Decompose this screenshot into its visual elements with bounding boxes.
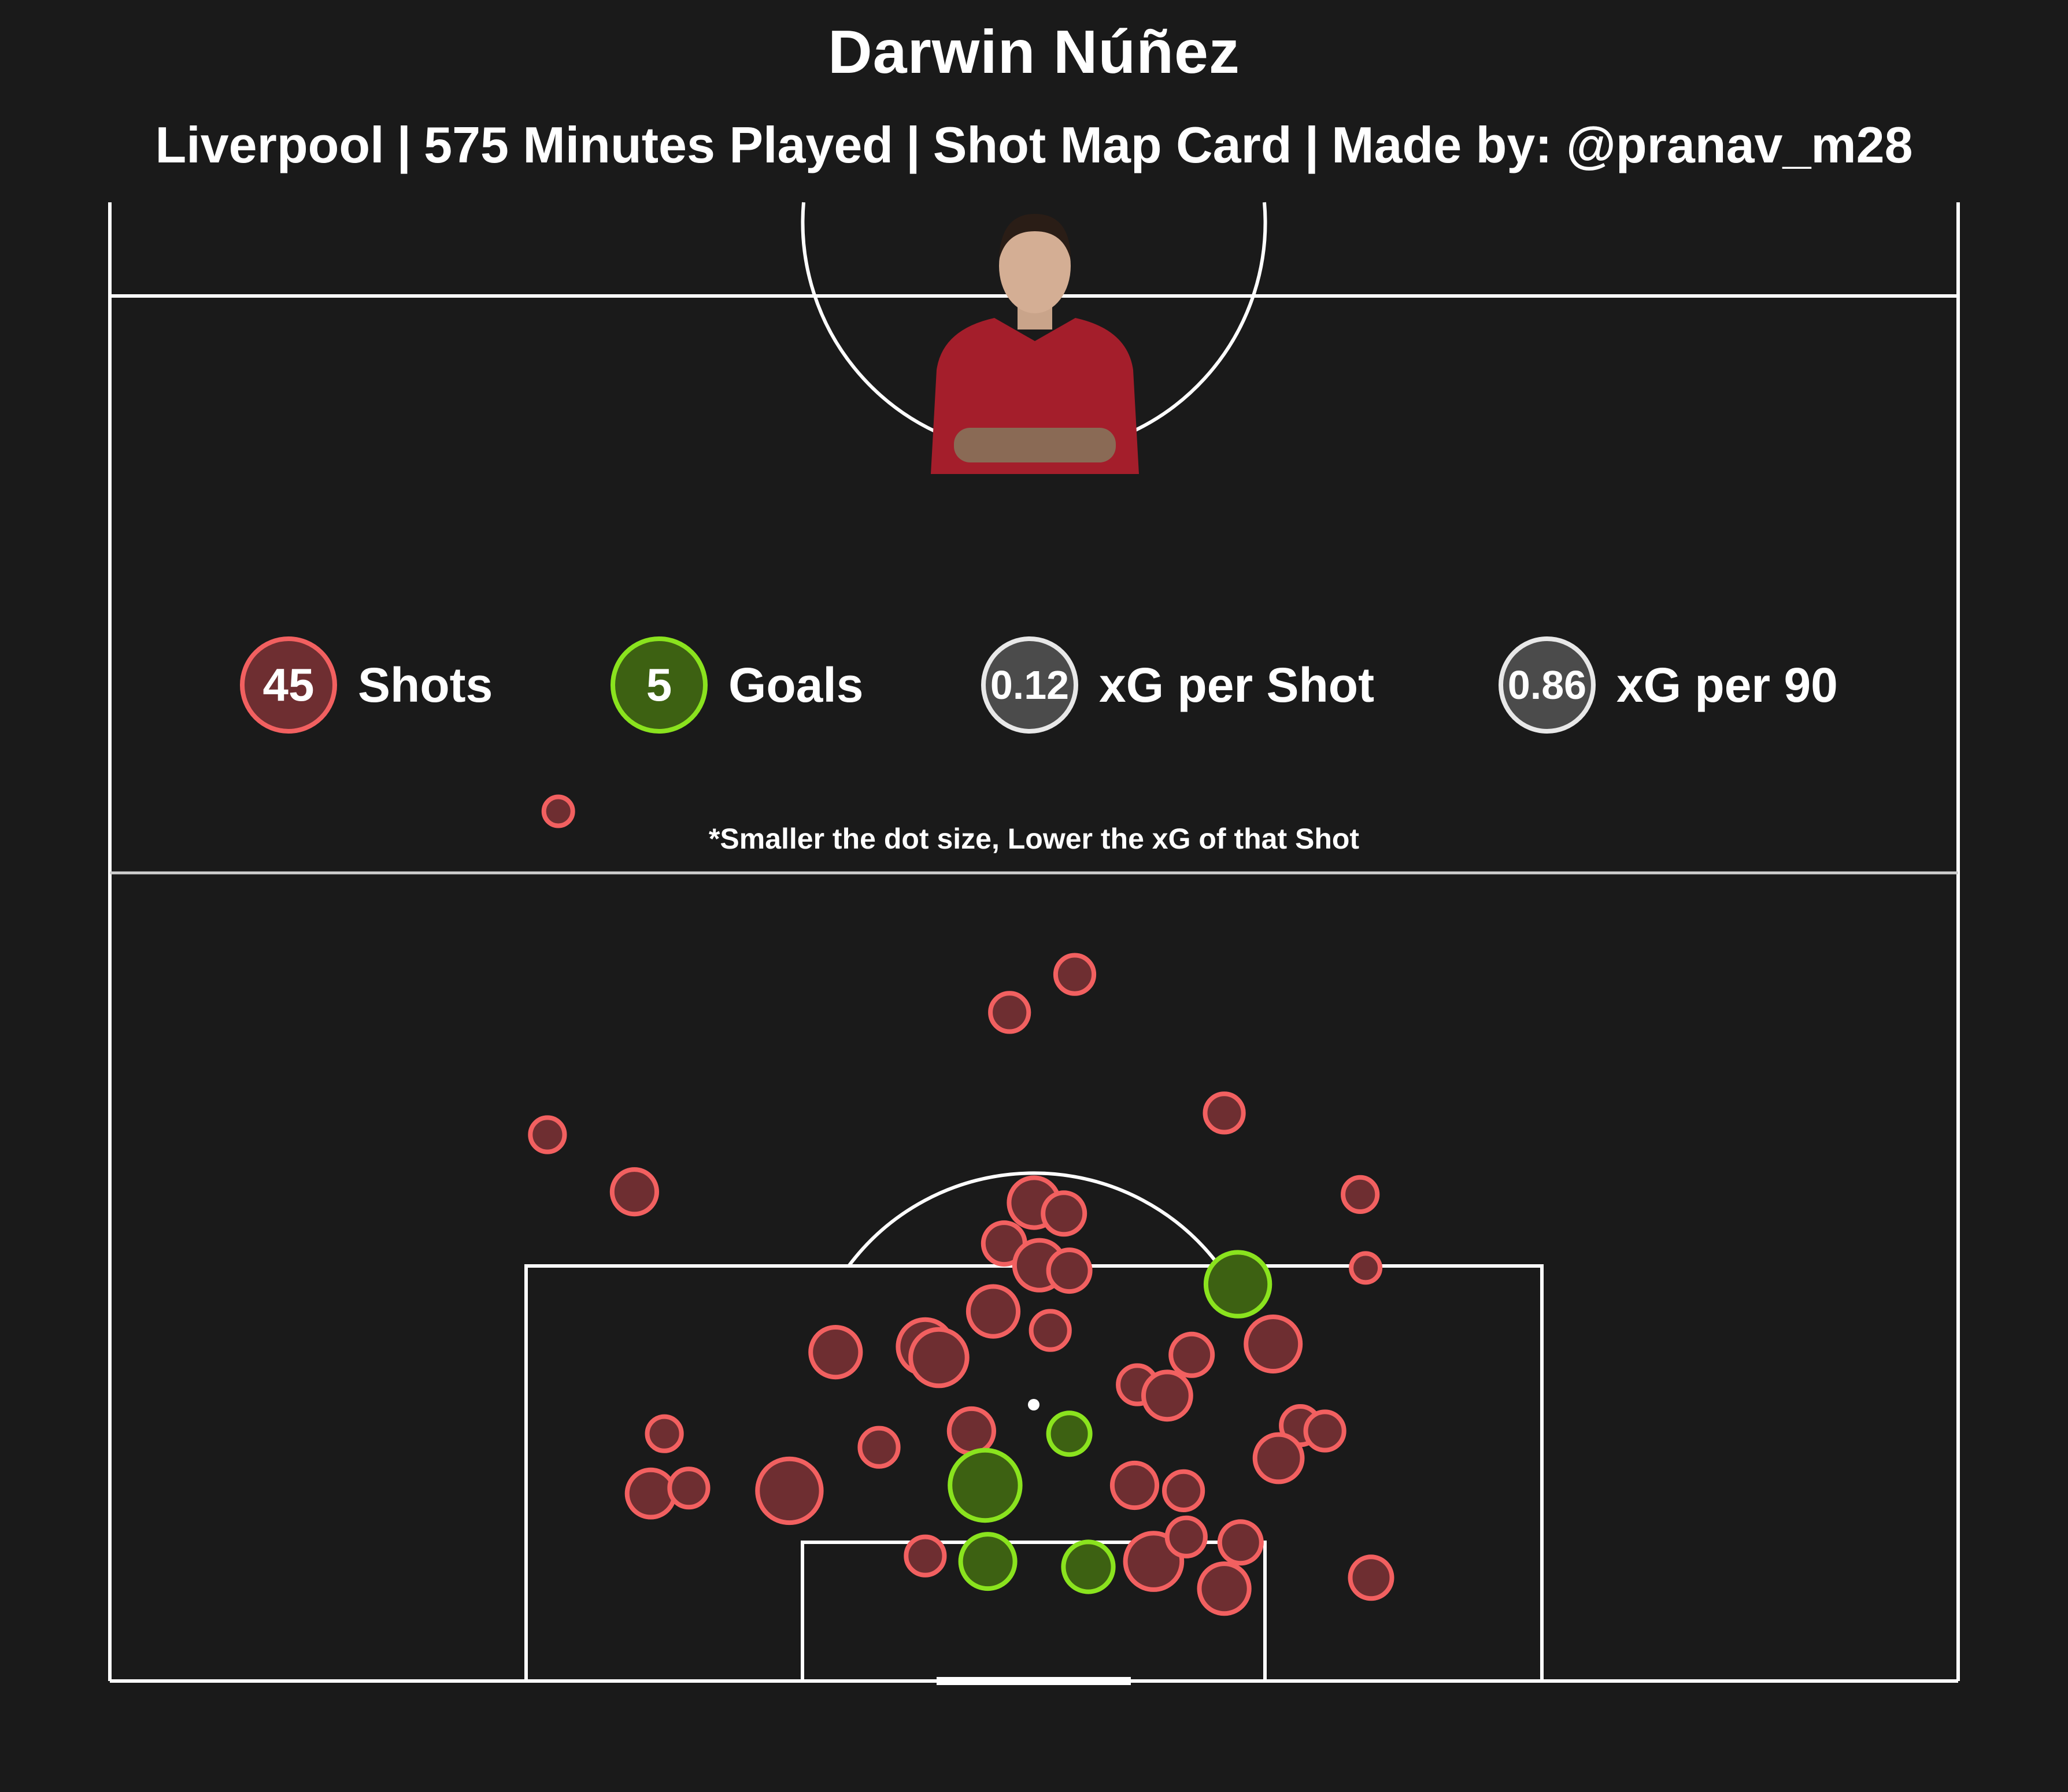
shot-point — [1197, 1561, 1252, 1616]
stat-xg-per-shot-badge: 0.12 — [981, 636, 1078, 734]
goal-point — [948, 1447, 1023, 1523]
shots-layer — [528, 794, 1394, 1616]
stat-xg-per-shot-label: xG per Shot — [1099, 657, 1375, 712]
player-photo — [931, 214, 1139, 474]
shot-point — [857, 1426, 901, 1469]
stat-shots-badge: 45 — [240, 636, 337, 734]
shot-point — [1168, 1331, 1215, 1378]
shot-point — [1041, 1190, 1087, 1237]
stat-shots-label: Shots — [358, 657, 493, 712]
shot-point — [624, 1467, 677, 1520]
shot-point — [908, 1327, 970, 1389]
shot-point — [965, 1284, 1021, 1339]
goal-point — [1203, 1250, 1272, 1319]
stat-xg-per-90: 0.86 xG per 90 — [1499, 630, 1838, 740]
penalty-arc — [847, 1171, 1221, 1267]
shot-point — [1244, 1315, 1303, 1373]
shot-point — [1046, 1247, 1093, 1294]
subtitle-separator: | — [906, 116, 920, 173]
size-note: *Smaller the dot size, Lower the xG of t… — [708, 823, 1360, 855]
stat-xg-per-shot: 0.12 xG per Shot — [981, 630, 1374, 740]
goal-point — [958, 1532, 1018, 1591]
goal-point — [1046, 1410, 1093, 1457]
shot-point — [1303, 1409, 1346, 1453]
subtitle-separator: | — [397, 116, 412, 173]
shot-point — [667, 1467, 711, 1510]
goal-point — [1061, 1539, 1116, 1594]
player-hair — [999, 214, 1071, 260]
stat-shots: 45 Shots — [240, 630, 493, 740]
shot-point — [755, 1456, 824, 1526]
stat-goals-label: Goals — [728, 657, 864, 712]
shot-point — [541, 794, 575, 828]
shot-point — [609, 1167, 660, 1217]
shot-point — [1164, 1515, 1208, 1558]
penalty-spot — [1028, 1399, 1039, 1410]
stat-goals-badge: 5 — [611, 636, 708, 734]
subtitle-minutes: 575 Minutes Played — [424, 116, 894, 173]
shot-point — [1162, 1469, 1205, 1512]
shot-point — [946, 1406, 997, 1456]
shot-point — [1109, 1460, 1160, 1510]
shot-point — [1203, 1091, 1246, 1135]
shot-point — [1252, 1432, 1305, 1484]
subtitle-card: Shot Map Card — [933, 116, 1292, 173]
player-face — [999, 219, 1071, 313]
shot-point — [1348, 1554, 1394, 1601]
chart-title: Darwin Núñez — [828, 18, 1240, 86]
shot-point — [904, 1534, 947, 1578]
subtitle-team: Liverpool — [155, 116, 384, 173]
shot-point — [1029, 1309, 1072, 1352]
stat-xg-per-90-badge: 0.86 — [1499, 636, 1596, 734]
shot-point — [645, 1414, 684, 1453]
shot-point — [1141, 1369, 1193, 1422]
shot-point — [1341, 1175, 1380, 1214]
player-arms — [954, 428, 1116, 462]
subtitle-separator: | — [1304, 116, 1319, 173]
stat-goals: 5 Goals — [611, 630, 863, 740]
shot-point — [528, 1115, 567, 1154]
chart-subtitle: Liverpool | 575 Minutes Played | Shot Map Ca… — [0, 116, 2068, 175]
six-yard-box — [801, 1541, 1267, 1683]
shot-point — [988, 991, 1031, 1034]
shot-point — [808, 1325, 863, 1380]
shot-point — [1053, 953, 1097, 996]
subtitle-credit: Made by: @pranav_m28 — [1331, 116, 1913, 173]
shot-point — [1349, 1251, 1383, 1285]
stat-xg-per-90-label: xG per 90 — [1616, 657, 1838, 712]
shot-point — [1217, 1519, 1264, 1566]
